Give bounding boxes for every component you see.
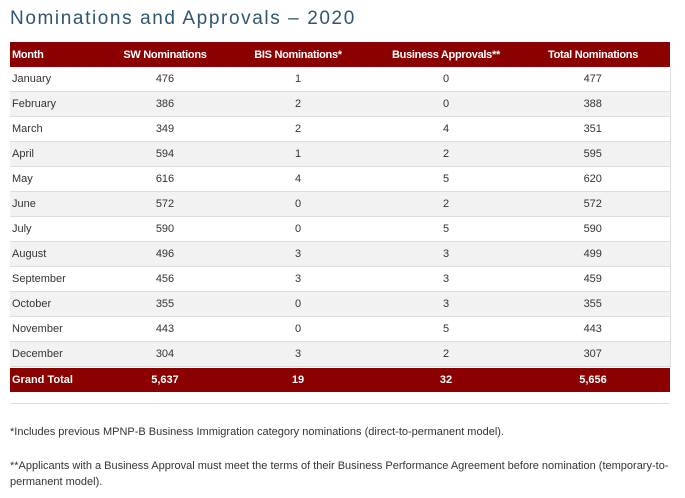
table-row: January 476 1 0 477 [10,67,671,92]
footnote-bis: *Includes previous MPNP-B Business Immig… [10,426,504,438]
value-cell: 2 [220,116,376,142]
value-cell: 2 [376,341,516,367]
table-row: September 456 3 3 459 [10,266,671,292]
table-row: October 355 0 3 355 [10,291,671,317]
table-row: March 349 2 4 351 [10,116,671,142]
grand-total-row: Grand Total 5,637 19 32 5,656 [10,368,670,392]
table-row: May 616 4 5 620 [10,166,671,192]
footnote-business-approvals: **Applicants with a Business Approval mu… [10,460,669,488]
value-cell: 2 [376,141,516,167]
value-cell: 307 [516,341,671,367]
value-cell: 3 [376,266,516,292]
value-cell: 5 [376,316,516,342]
column-header: Total Nominations [516,42,670,67]
value-cell: 0 [220,191,376,217]
month-cell: January [10,67,110,92]
total-cell: 19 [220,368,376,392]
value-cell: 456 [110,266,220,292]
value-cell: 351 [516,116,671,142]
value-cell: 3 [220,341,376,367]
table-row: April 594 1 2 595 [10,141,671,167]
value-cell: 590 [516,216,671,242]
total-cell: 5,637 [110,368,220,392]
value-cell: 572 [516,191,671,217]
month-cell: March [10,116,110,142]
month-cell: September [10,266,110,292]
table-row: December 304 3 2 307 [10,341,671,367]
value-cell: 349 [110,116,220,142]
value-cell: 386 [110,91,220,117]
month-cell: August [10,241,110,267]
column-header: BIS Nominations* [220,42,376,67]
value-cell: 355 [516,291,671,317]
value-cell: 477 [516,67,671,92]
month-cell: May [10,166,110,192]
value-cell: 4 [376,116,516,142]
column-header: Business Approvals** [376,42,516,67]
value-cell: 443 [110,316,220,342]
table-row: February 386 2 0 388 [10,91,671,117]
divider [10,403,670,404]
value-cell: 594 [110,141,220,167]
value-cell: 443 [516,316,671,342]
nominations-table: Month SW Nominations BIS Nominations* Busin… [10,42,671,392]
value-cell: 5 [376,216,516,242]
value-cell: 459 [516,266,671,292]
value-cell: 590 [110,216,220,242]
value-cell: 355 [110,291,220,317]
value-cell: 572 [110,191,220,217]
column-header: Month [10,42,110,67]
table-row: August 496 3 3 499 [10,241,671,267]
value-cell: 5 [376,166,516,192]
header-row: Month SW Nominations BIS Nominations* Busin… [10,42,670,67]
value-cell: 595 [516,141,671,167]
value-cell: 616 [110,166,220,192]
month-cell: June [10,191,110,217]
month-cell: February [10,91,110,117]
value-cell: 0 [220,316,376,342]
value-cell: 388 [516,91,671,117]
value-cell: 0 [220,291,376,317]
value-cell: 0 [376,67,516,92]
month-cell: April [10,141,110,167]
value-cell: 3 [376,291,516,317]
value-cell: 620 [516,166,671,192]
value-cell: 304 [110,341,220,367]
column-header: SW Nominations [110,42,220,67]
value-cell: 3 [220,266,376,292]
month-cell: October [10,291,110,317]
month-cell: July [10,216,110,242]
table-row: July 590 0 5 590 [10,216,671,242]
table-row: November 443 0 5 443 [10,316,671,342]
value-cell: 1 [220,67,376,92]
total-label: Grand Total [10,368,110,392]
value-cell: 4 [220,166,376,192]
value-cell: 3 [376,241,516,267]
value-cell: 499 [516,241,671,267]
value-cell: 476 [110,67,220,92]
value-cell: 0 [376,91,516,117]
page-title: Nominations and Approvals – 2020 [10,8,356,29]
total-cell: 5,656 [516,368,670,392]
value-cell: 3 [220,241,376,267]
table-row: June 572 0 2 572 [10,191,671,217]
value-cell: 2 [376,191,516,217]
month-cell: November [10,316,110,342]
value-cell: 0 [220,216,376,242]
total-cell: 32 [376,368,516,392]
month-cell: December [10,341,110,367]
value-cell: 496 [110,241,220,267]
value-cell: 1 [220,141,376,167]
value-cell: 2 [220,91,376,117]
